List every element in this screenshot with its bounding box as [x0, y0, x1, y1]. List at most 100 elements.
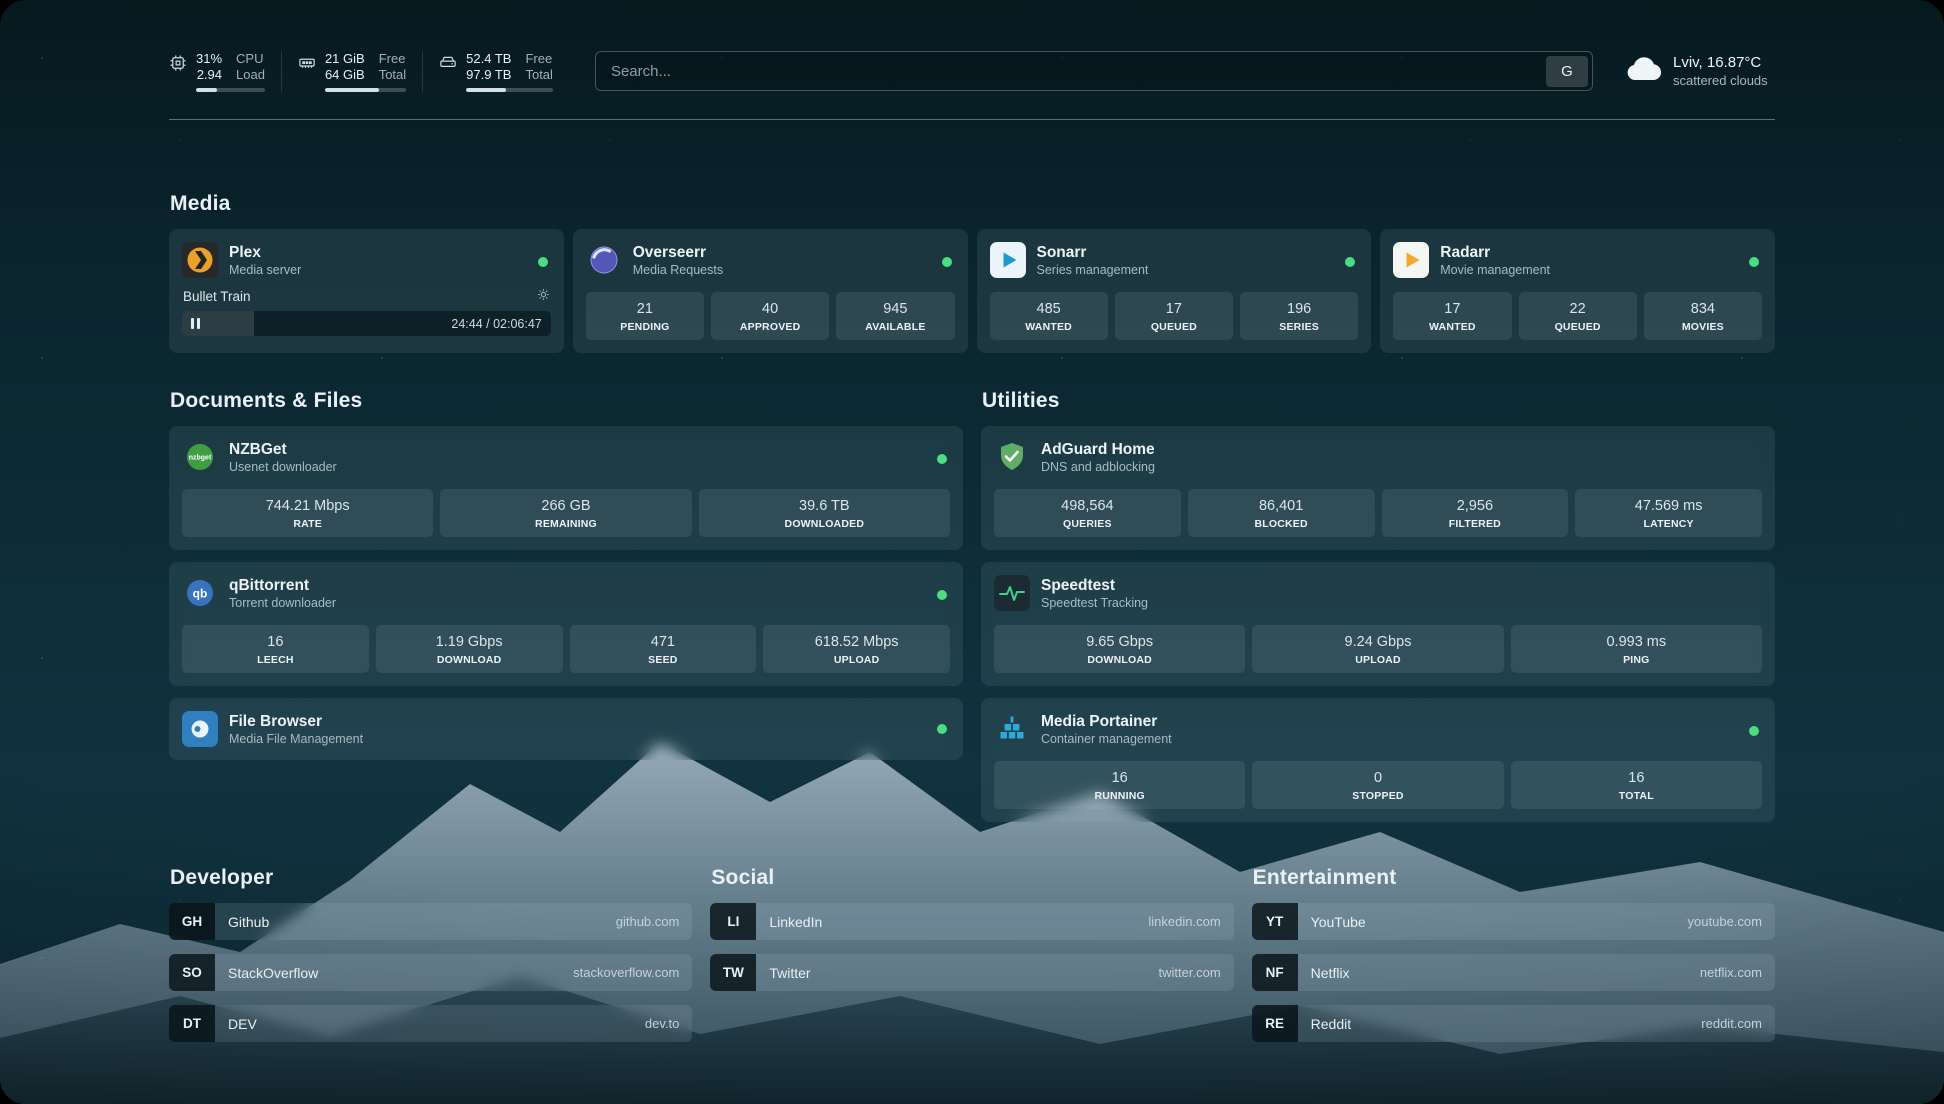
service-name: Radarr	[1440, 243, 1550, 262]
service-card-filebrowser[interactable]: File Browser Media File Management	[169, 698, 963, 760]
service-name: Sonarr	[1037, 243, 1149, 262]
weather-widget[interactable]: Lviv, 16.87°C scattered clouds	[1625, 53, 1775, 89]
status-dot	[937, 724, 947, 734]
seek-bar[interactable]: 24:44 / 02:06:47	[182, 311, 551, 336]
stat-queued: 22QUEUED	[1519, 292, 1637, 340]
bookmark-name: Reddit	[1298, 1005, 1689, 1042]
stat-remaining: 266 GBREMAINING	[440, 489, 691, 537]
pause-button[interactable]	[191, 318, 200, 329]
service-name: Plex	[229, 243, 301, 262]
service-card-plex[interactable]: Plex Media server Bullet Train	[169, 229, 564, 353]
bookmark-abbr: SO	[169, 954, 215, 991]
bookmark-dev[interactable]: DT DEV dev.to	[169, 1005, 692, 1042]
stat-download: 1.19 GbpsDOWNLOAD	[376, 625, 563, 673]
gear-icon[interactable]	[537, 288, 550, 304]
weather-condition: scattered clouds	[1673, 72, 1768, 89]
bookmark-name: StackOverflow	[215, 954, 560, 991]
disk-metric: 52.4 TB Free 97.9 TB Total	[422, 51, 569, 92]
bookmark-name: DEV	[215, 1005, 632, 1042]
bookmark-url: linkedin.com	[1135, 903, 1233, 940]
stat-available: 945AVAILABLE	[836, 292, 954, 340]
service-card-speedtest[interactable]: Speedtest Speedtest Tracking 9.65 GbpsDO…	[981, 562, 1775, 686]
bookmark-abbr: DT	[169, 1005, 215, 1042]
service-card-nzbget[interactable]: nzbget NZBGet Usenet downloader 744.21 M…	[169, 426, 963, 550]
stat-series: 196SERIES	[1240, 292, 1358, 340]
disk-free-value: 52.4 TB	[466, 51, 511, 67]
service-subtitle: DNS and adblocking	[1041, 459, 1155, 475]
cpu-load-value: 2.94	[196, 67, 222, 83]
nzbget-icon: nzbget	[182, 439, 218, 475]
stat-movies: 834MOVIES	[1644, 292, 1762, 340]
portainer-icon	[994, 711, 1030, 747]
service-card-sonarr[interactable]: Sonarr Series management 485WANTED 17QUE…	[977, 229, 1372, 353]
service-name: AdGuard Home	[1041, 440, 1155, 459]
service-card-radarr[interactable]: Radarr Movie management 17WANTED 22QUEUE…	[1380, 229, 1775, 353]
bookmark-twitter[interactable]: TW Twitter twitter.com	[710, 954, 1233, 991]
bookmark-name: Github	[215, 903, 603, 940]
service-name: NZBGet	[229, 440, 337, 459]
stat-queued: 17QUEUED	[1115, 292, 1233, 340]
stat-latency: 47.569 msLATENCY	[1575, 489, 1762, 537]
group-media: Media Plex Media server	[169, 192, 1775, 353]
bookmark-github[interactable]: GH Github github.com	[169, 903, 692, 940]
status-dot	[1345, 257, 1355, 267]
bookmark-netflix[interactable]: NF Netflix netflix.com	[1252, 954, 1775, 991]
bookmark-reddit[interactable]: RE Reddit reddit.com	[1252, 1005, 1775, 1042]
cpu-icon	[169, 54, 187, 92]
bookmark-url: reddit.com	[1688, 1005, 1775, 1042]
stat-download: 9.65 GbpsDOWNLOAD	[994, 625, 1245, 673]
status-dot	[1749, 726, 1759, 736]
stat-queries: 498,564QUERIES	[994, 489, 1181, 537]
status-dot	[538, 257, 548, 267]
bookmark-group-developer: Developer GH Github github.com SO StackO…	[169, 866, 692, 1042]
bookmark-abbr: TW	[710, 954, 756, 991]
cpu-label: CPU	[236, 51, 265, 67]
svg-text:nzbget: nzbget	[189, 455, 212, 462]
bookmark-url: github.com	[603, 903, 693, 940]
service-subtitle: Torrent downloader	[229, 595, 336, 611]
top-bar: 31% CPU 2.94 Load 21 GiB	[169, 44, 1775, 98]
stat-running: 16RUNNING	[994, 761, 1245, 809]
status-dot	[937, 454, 947, 464]
group-title-entertainment: Entertainment	[1253, 866, 1775, 890]
bookmark-linkedin[interactable]: LI LinkedIn linkedin.com	[710, 903, 1233, 940]
bookmark-youtube[interactable]: YT YouTube youtube.com	[1252, 903, 1775, 940]
bookmark-group-entertainment: Entertainment YT YouTube youtube.com NF …	[1252, 866, 1775, 1042]
service-name: File Browser	[229, 712, 363, 731]
plex-icon	[182, 242, 218, 278]
bookmark-abbr: RE	[1252, 1005, 1298, 1042]
bookmark-name: LinkedIn	[756, 903, 1135, 940]
stat-upload: 9.24 GbpsUPLOAD	[1252, 625, 1503, 673]
bookmark-url: dev.to	[632, 1005, 692, 1042]
memory-usage-bar	[325, 88, 406, 92]
service-card-portainer[interactable]: Media Portainer Container management 16R…	[981, 698, 1775, 822]
search-provider-button[interactable]: G	[1546, 56, 1588, 87]
search-input[interactable]	[609, 62, 1546, 81]
group-title-social: Social	[711, 866, 1233, 890]
cloud-icon	[1625, 55, 1661, 87]
bookmark-stackoverflow[interactable]: SO StackOverflow stackoverflow.com	[169, 954, 692, 991]
service-card-overseerr[interactable]: Overseerr Media Requests 21PENDING 40APP…	[573, 229, 968, 353]
service-card-adguard[interactable]: AdGuard Home DNS and adblocking 498,564Q…	[981, 426, 1775, 550]
stat-ping: 0.993 msPING	[1511, 625, 1762, 673]
memory-free-label: Free	[379, 51, 406, 67]
qbittorrent-icon: qb	[182, 575, 218, 611]
stat-filtered: 2,956FILTERED	[1382, 489, 1569, 537]
search-bar[interactable]: G	[595, 51, 1593, 91]
bookmark-url: youtube.com	[1675, 903, 1775, 940]
group-utilities: Utilities AdGuard Home DNS and adblockin…	[981, 389, 1775, 822]
bookmark-url: stackoverflow.com	[560, 954, 692, 991]
bookmark-name: YouTube	[1298, 903, 1675, 940]
bookmark-name: Twitter	[756, 954, 1145, 991]
service-card-qbittorrent[interactable]: qb qBittorrent Torrent downloader 16LEEC…	[169, 562, 963, 686]
status-dot	[942, 257, 952, 267]
memory-free-value: 21 GiB	[325, 51, 365, 67]
adguard-icon	[994, 439, 1030, 475]
system-metrics: 31% CPU 2.94 Load 21 GiB	[169, 51, 569, 92]
group-title-utilities: Utilities	[982, 389, 1775, 413]
stat-stopped: 0STOPPED	[1252, 761, 1503, 809]
service-subtitle: Usenet downloader	[229, 459, 337, 475]
group-title-documents: Documents & Files	[170, 389, 963, 413]
filebrowser-icon	[182, 711, 218, 747]
stat-blocked: 86,401BLOCKED	[1188, 489, 1375, 537]
